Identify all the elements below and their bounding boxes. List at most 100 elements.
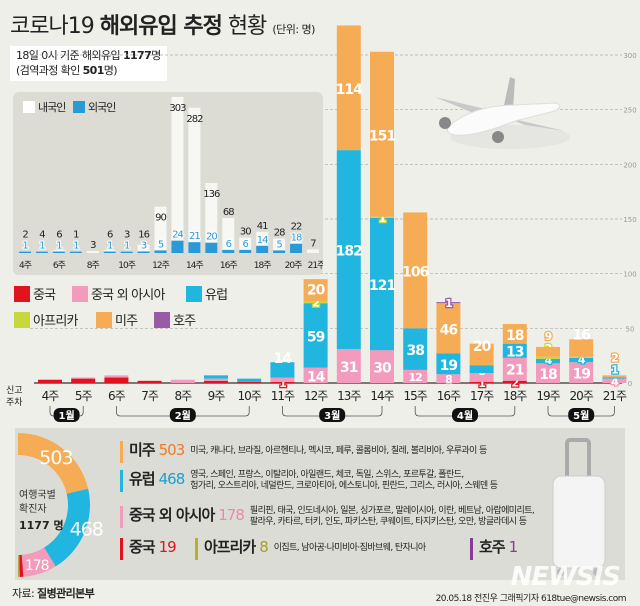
month-pill [568,408,595,422]
x-tick-label: 15주 [404,389,428,403]
data-label: 20 [473,339,492,355]
legend-label: 호주 [173,314,196,329]
bar-segment-중국 [204,380,228,383]
bar-segment-중국 외 아시아 [536,363,560,383]
foreign-label: 24 [172,230,183,241]
legend-label: 외국인 [88,101,115,114]
foreign-bar [171,240,184,253]
data-label: 4 [545,354,553,367]
month-label: 3월 [324,410,340,422]
x-tick-label: 6주 [108,389,126,403]
bar-segment-중국 외 아시아 [502,357,527,381]
legend-label: 내국인 [38,101,65,114]
data-label: 9 [545,330,552,343]
domestic-bar [205,182,218,253]
domestic-label: 90 [155,213,166,224]
legend-label: 중국 [33,288,56,303]
domestic-label: 28 [274,228,285,239]
region-summary-panel: 503 468 178 여행국별 확진자 1177 명 미주 503 미국, 캐나다, 브라질… [15,428,625,580]
foreign-bar [19,251,31,253]
data-label: 14 [307,369,326,385]
domestic-bar [52,249,65,253]
legend-label: 미주 [115,314,138,329]
region-color-bar [470,538,473,560]
bar-segment-중국 외 아시아 [403,369,428,383]
page-title: 코로나19 해외유입 추정 현황 (단위: 명) [10,8,315,40]
legend-swatch [14,285,30,302]
x-tick-label: 12주 [152,260,169,271]
legend-swatch [96,311,112,328]
region-countries: 필리핀, 태국, 인도네시아, 일본, 싱가포르, 말레이시아, 이란, 베트남… [249,506,535,528]
donut-title: 여행국별 [19,489,56,501]
y-tick-label: 250 [623,107,636,115]
x-tick-label: 21주 [308,260,323,271]
unit-label: (단위: 명) [272,23,315,36]
month-label: 1월 [59,410,75,422]
bar-segment-미주 [469,343,494,366]
legend-item: 유럽 [186,284,228,303]
domestic-label: 22 [291,222,302,233]
data-label: 16 [572,328,590,344]
x-tick-label: 14주 [370,389,394,403]
x-tick-label: 8주 [174,389,192,403]
x-tick-label: 19주 [536,389,560,403]
foreign-bar [103,251,116,253]
bar-segment-중국 외 아시아 [270,377,295,382]
y-tick-label: 100 [623,271,636,279]
bar-segment-유럽 [403,328,428,370]
bar-segment-중국 [237,381,262,383]
region-countries: 영국, 스페인, 프랑스, 이탈리아, 아일랜드, 체코, 독일, 스위스, 포… [190,470,498,492]
inset-chart: 내국인 외국인124주14166주1138주161310주31659012주243… [19,96,326,271]
country-line: 이집트, 남아공·나미비아·짐바브웨, 탄자니아 [273,543,426,553]
region-color-bar [120,441,123,463]
y-tick-label: 200 [623,161,636,169]
data-label: 1 [611,363,618,376]
data-label: 18 [539,367,557,383]
foreign-label: 1 [124,241,130,252]
foreign-label: 1 [56,241,62,252]
domestic-label: 3 [90,240,96,251]
region-count: 8 [259,538,268,556]
foreign-label: 5 [276,239,282,250]
region-color-bar [120,470,123,492]
x-tick-label: 16주 [437,389,461,403]
country-line: 팔라우, 카타르, 터키, 인도, 파키스탄, 쿠웨이트, 타지키스탄, 오만,… [249,517,527,527]
month-pill [319,408,346,422]
region-count: 468 [158,470,186,488]
legend-item: 미주 [96,310,138,329]
country-line: 헝가리, 오스트리아, 네덜란드, 크로아티아, 에스토니아, 핀란드, 그리스… [190,481,498,491]
x-tick-label: 12주 [304,389,328,403]
region-group: 미주 503 미국, 캐나다, 브라질, 아르헨티나, 멕시코, 페루, 콜롬비아,… [120,441,487,463]
data-label: 30 [373,361,392,377]
data-label: 2 [312,297,319,310]
domestic-label: 30 [240,227,251,238]
bar-segment-중국 외 아시아 [303,367,328,383]
data-label: 46 [440,322,458,338]
bar-segment-호주 [436,302,461,304]
domestic-label: 4 [39,230,45,241]
domestic-bar [137,244,150,253]
data-label: 121 [369,278,395,294]
donut-label: 468 [70,519,103,541]
summary-line-2: (검역과정 확인 501명) [16,63,161,78]
bar-segment-중국 외 아시아 [436,374,461,383]
month-pill [452,408,478,422]
data-label: 13 [506,345,524,361]
region-group: 중국 외 아시아 178 필리핀, 태국, 인도네시아, 일본, 싱가포르, 말레이… [120,506,535,528]
bar-segment-아프리카 [370,216,394,218]
region-countries: 미국, 캐나다, 브라질, 아르헨티나, 멕시코, 페루, 콜롬비아, 칠레, … [190,441,487,457]
foreign-bar [35,251,48,253]
domestic-label: 282 [186,114,203,125]
bar-segment-중국 외 아시아 [602,378,627,383]
data-label: 59 [307,329,325,345]
country-line: 미국, 캐나다, 브라질, 아르헨티나, 멕시코, 페루, 콜롬비아, 칠레, … [190,446,487,456]
bar-segment-중국 외 아시아 [370,350,394,383]
x-tick-label: 7주 [141,389,159,403]
month-pill [169,408,196,422]
domestic-bar [188,107,201,253]
donut-slice-아프리카 [18,554,20,577]
country-line: 필리핀, 태국, 인도네시아, 일본, 싱가포르, 말레이시아, 이란, 베트남… [249,506,535,516]
region-color-bar [120,506,123,528]
